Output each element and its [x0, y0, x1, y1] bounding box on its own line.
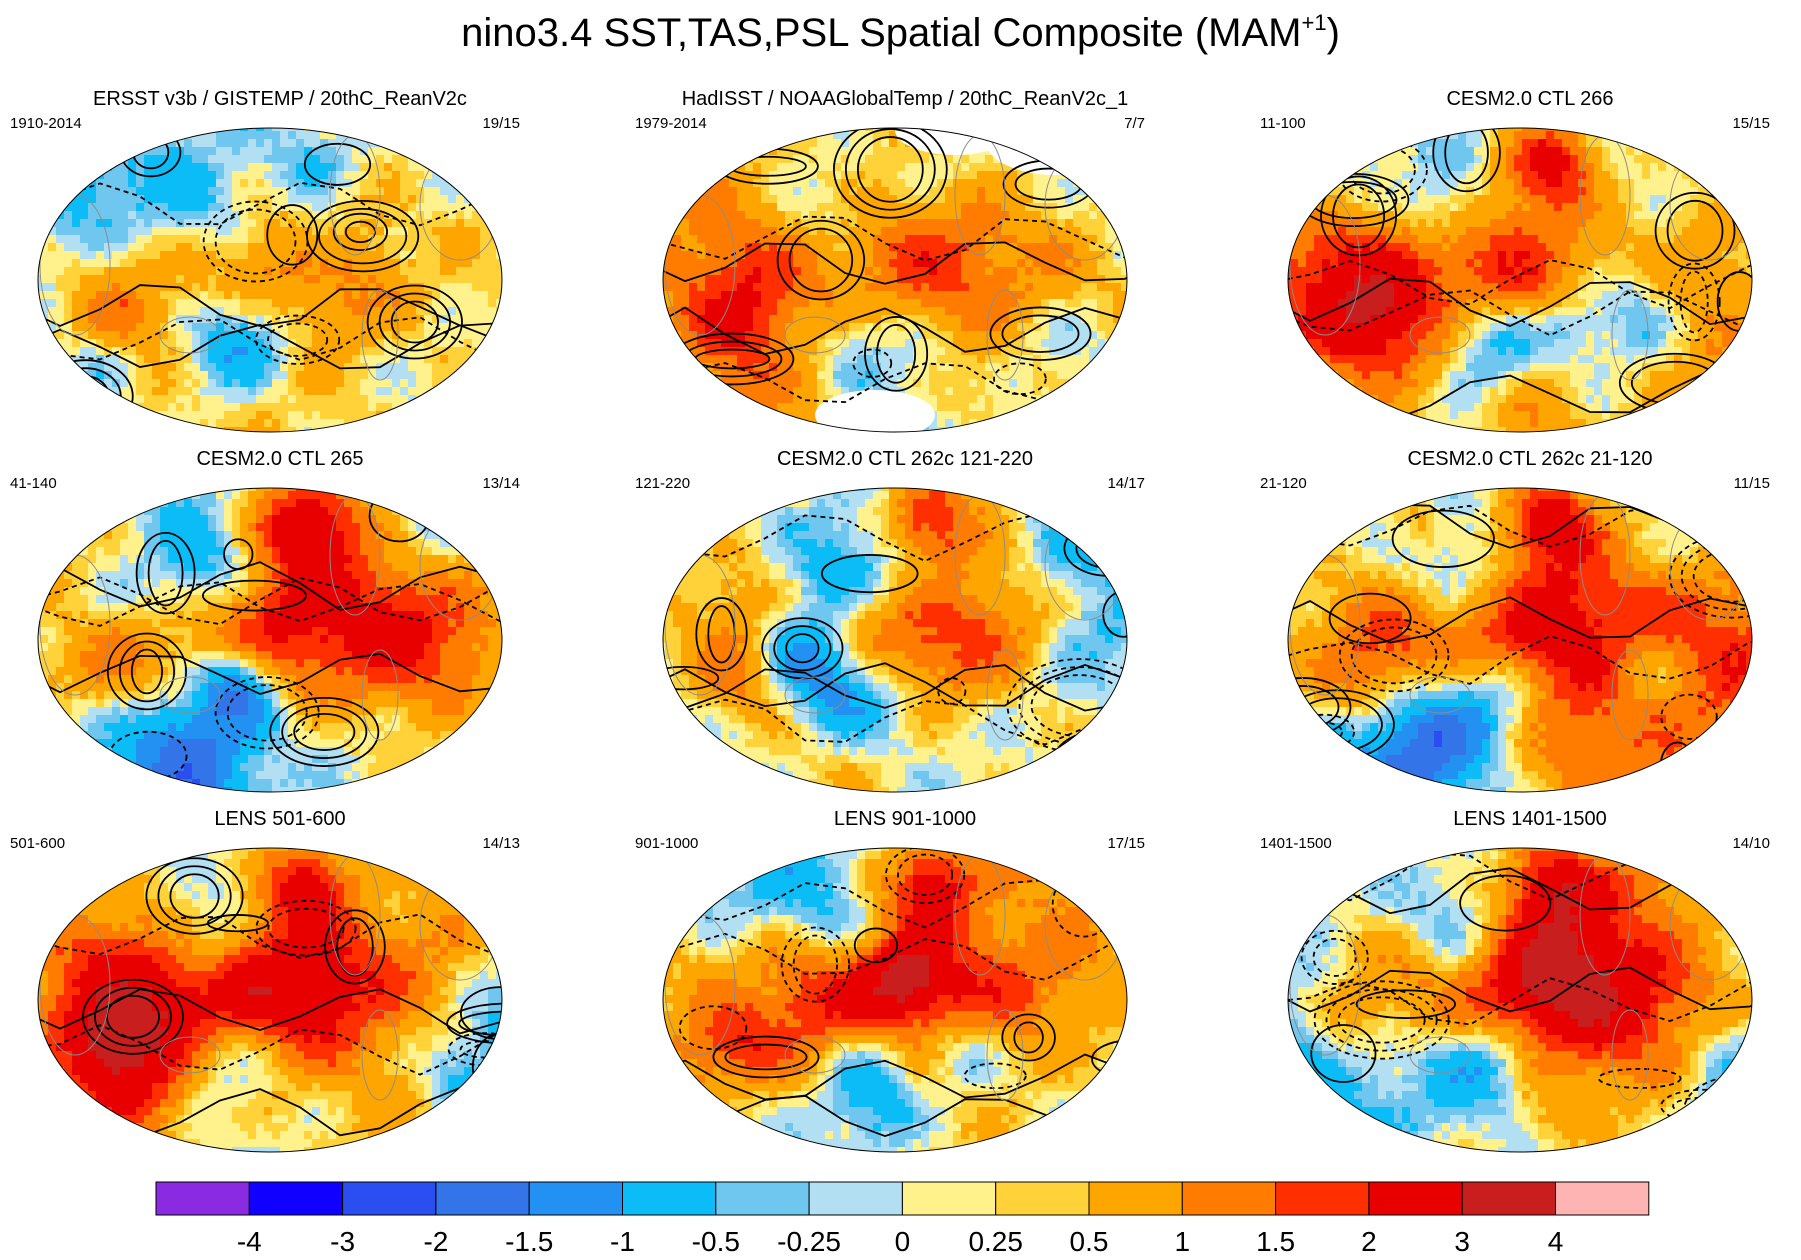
- colorbar-swatch: [715, 1181, 810, 1216]
- colorbar-tick-label: 1: [1175, 1226, 1191, 1257]
- colorbar-tick-label: 1.5: [1256, 1226, 1295, 1257]
- map-panel: LENS 1401-1500 1401-1500 14/10: [1250, 805, 1801, 1165]
- map-plot: [37, 127, 503, 433]
- colorbar-swatch: [1368, 1181, 1463, 1216]
- colorbar-tick-label: -1: [610, 1226, 635, 1257]
- colorbar-tick-label: -0.5: [692, 1226, 740, 1257]
- map-panel: CESM2.0 CTL 262c 121-220 121-220 14/17: [625, 445, 1185, 805]
- colorbar-swatch: [1555, 1181, 1650, 1216]
- colorbar-swatch: [1088, 1181, 1183, 1216]
- panel-count: 11/15: [1733, 475, 1770, 492]
- panel-title: LENS 1401-1500: [1453, 808, 1607, 830]
- colorbar-swatch: [248, 1181, 344, 1216]
- figure-title: nino3.4 SST,TAS,PSL Spatial Composite (M…: [0, 8, 1801, 58]
- panel-title: CESM2.0 CTL 266: [1446, 88, 1614, 110]
- panel-years: 11-100: [1260, 115, 1306, 132]
- map-plot: [37, 487, 503, 793]
- map-plot: [1287, 847, 1753, 1153]
- colorbar-swatch: [995, 1181, 1090, 1216]
- colorbar-tick-label: 4: [1548, 1226, 1564, 1257]
- colorbar-swatch: [808, 1181, 903, 1216]
- panel-title: LENS 901-1000: [833, 808, 977, 830]
- title-close: ): [1326, 11, 1340, 55]
- colorbar-tick-label: -1.5: [505, 1226, 553, 1257]
- panel-count: 15/15: [1732, 115, 1770, 132]
- panel-title: CESM2.0 CTL 262c 121-220: [776, 448, 1034, 470]
- title-text: nino3.4 SST,TAS,PSL Spatial Composite (M…: [461, 11, 1302, 55]
- panel-years: 121-220: [635, 475, 691, 492]
- panel-title: LENS 501-600: [214, 808, 346, 830]
- colorbar-swatch: [155, 1181, 250, 1216]
- colorbar-swatch: [342, 1181, 437, 1216]
- map-panel: HadISST / NOAAGlobalTemp / 20thC_ReanV2c…: [625, 85, 1185, 445]
- panel-count: 13/14: [482, 475, 520, 492]
- colorbar-swatch: [622, 1181, 717, 1216]
- colorbar-tick-label: -0.25: [777, 1226, 841, 1257]
- panel-years: 1910-2014: [10, 115, 82, 132]
- colorbar-tick-label: 0.25: [968, 1226, 1023, 1257]
- map-plot: [662, 847, 1128, 1153]
- map-panel: CESM2.0 CTL 262c 21-120 21-120 11/15: [1250, 445, 1801, 805]
- colorbar-swatch: [1461, 1181, 1556, 1216]
- colorbar-tick-label: 0.5: [1070, 1226, 1109, 1257]
- panel-count: 7/7: [1124, 115, 1145, 132]
- map-panel: CESM2.0 CTL 266 11-100 15/15: [1250, 85, 1801, 445]
- panel-title: HadISST / NOAAGlobalTemp / 20thC_ReanV2c…: [681, 88, 1129, 110]
- colorbar-swatch: [1275, 1181, 1370, 1216]
- colorbar-tick-label: -4: [237, 1226, 262, 1257]
- panel-count: 14/17: [1107, 475, 1145, 492]
- panel-years: 501-600: [10, 835, 66, 852]
- colorbar-tick-label: 2: [1361, 1226, 1377, 1257]
- panel-count: 17/15: [1107, 835, 1145, 852]
- map-plot: [1287, 127, 1753, 433]
- panel-count: 19/15: [482, 115, 520, 132]
- panel-title: CESM2.0 CTL 265: [196, 448, 364, 470]
- panel-title: CESM2.0 CTL 262c 21-120: [1407, 448, 1653, 470]
- map-panel: LENS 501-600 501-600 14/13: [0, 805, 560, 1165]
- panel-years: 1979-2014: [635, 115, 707, 132]
- map-panel: CESM2.0 CTL 265 41-140 13/14: [0, 445, 560, 805]
- map-panel: ERSST v3b / GISTEMP / 20thC_ReanV2c 1910…: [0, 85, 560, 445]
- map-plot: [1287, 487, 1753, 793]
- colorbar-swatch: [435, 1181, 530, 1216]
- map-panel: LENS 901-1000 901-1000 17/15: [625, 805, 1185, 1165]
- colorbar-swatch: [528, 1181, 624, 1216]
- colorbar-tick-label: -3: [330, 1226, 355, 1257]
- colorbar-swatch: [901, 1181, 997, 1216]
- map-plot: [662, 127, 1128, 433]
- panel-years: 21-120: [1260, 475, 1307, 492]
- panel-count: 14/13: [482, 835, 520, 852]
- title-superscript: +1: [1301, 10, 1327, 35]
- colorbar-swatch: [1181, 1181, 1277, 1216]
- panel-years: 901-1000: [635, 835, 699, 852]
- colorbar-tick-label: 0: [895, 1226, 911, 1257]
- panel-title: ERSST v3b / GISTEMP / 20thC_ReanV2c: [93, 88, 467, 110]
- panel-years: 1401-1500: [1260, 835, 1332, 852]
- panel-years: 41-140: [10, 475, 57, 492]
- map-plot: [662, 487, 1128, 793]
- colorbar-tick-label: 3: [1454, 1226, 1470, 1257]
- map-plot: [37, 847, 503, 1153]
- colorbar-tick-label: -2: [423, 1226, 448, 1257]
- panel-count: 14/10: [1732, 835, 1770, 852]
